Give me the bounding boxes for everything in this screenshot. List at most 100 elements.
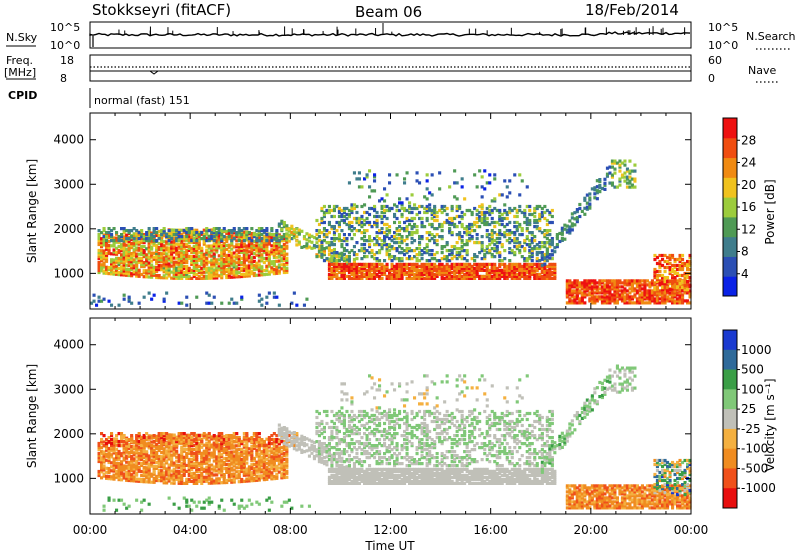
range-gate-cell xyxy=(245,233,249,237)
range-gate-cell xyxy=(495,272,499,276)
range-gate-cell xyxy=(450,262,454,266)
range-gate-cell xyxy=(247,246,251,250)
range-gate-cell xyxy=(413,268,417,272)
range-gate-cell xyxy=(373,220,377,225)
range-gate-cell xyxy=(515,220,519,225)
range-gate-cell xyxy=(673,299,677,303)
range-gate-cell xyxy=(468,227,472,231)
range-gate-cell xyxy=(112,445,116,449)
range-gate-cell xyxy=(448,216,452,221)
range-gate-cell xyxy=(120,472,124,476)
range-gate-cell xyxy=(207,235,211,239)
range-gate-cell xyxy=(455,257,459,261)
range-gate-cell xyxy=(112,258,116,262)
range-gate-cell xyxy=(167,250,171,254)
range-gate-cell xyxy=(212,254,216,258)
range-gate-cell xyxy=(458,262,462,266)
range-gate-cell xyxy=(525,264,529,268)
range-gate-cell xyxy=(155,251,159,255)
range-gate-cell xyxy=(247,250,251,254)
range-gate-cell xyxy=(480,264,484,268)
range-gate-cell xyxy=(152,241,156,245)
range-gate-cell xyxy=(175,256,179,260)
range-gate-cell xyxy=(195,246,199,250)
range-gate-cell xyxy=(458,220,462,225)
range-gate-cell xyxy=(678,295,682,299)
range-gate-cell xyxy=(335,266,339,270)
noise-right-label: N.Search xyxy=(746,30,796,43)
range-gate-cell xyxy=(272,291,276,295)
range-gate-cell xyxy=(202,258,206,262)
range-gate-cell xyxy=(215,262,219,266)
range-gate-cell xyxy=(150,241,154,245)
range-gate-cell xyxy=(162,229,166,233)
range-gate-cell xyxy=(115,250,119,254)
range-gate-cell xyxy=(167,433,171,437)
range-gate-cell xyxy=(220,276,224,280)
range-gate-cell xyxy=(480,241,484,245)
range-gate-cell xyxy=(132,250,136,254)
range-gate-cell xyxy=(530,253,534,257)
range-gate-cell xyxy=(568,285,572,289)
range-gate-cell xyxy=(192,256,196,260)
range-gate-cell xyxy=(207,250,211,254)
range-gate-cell xyxy=(383,231,387,235)
range-gate-cell xyxy=(107,452,111,457)
range-gate-cell xyxy=(102,255,106,259)
range-gate-cell xyxy=(185,469,189,473)
range-gate-cell xyxy=(210,276,214,280)
range-gate-cell xyxy=(100,446,104,450)
range-gate-cell xyxy=(200,475,204,479)
range-gate-cell xyxy=(207,469,211,473)
range-gate-cell xyxy=(202,477,206,481)
range-gate-cell xyxy=(190,268,194,272)
range-gate-cell xyxy=(255,247,259,251)
range-gate-cell xyxy=(157,253,161,258)
range-gate-cell xyxy=(152,235,156,239)
range-gate-cell xyxy=(152,478,156,482)
range-gate-cell xyxy=(398,241,402,245)
range-gate-cell xyxy=(180,260,184,264)
range-gate-cell xyxy=(573,285,577,289)
range-gate-cell xyxy=(197,463,201,467)
range-gate-cell xyxy=(608,289,612,293)
range-gate-cell xyxy=(325,233,329,237)
range-gate-cell xyxy=(352,171,356,175)
range-gate-cell xyxy=(110,455,114,459)
range-gate-cell xyxy=(132,244,136,248)
range-gate-cell xyxy=(600,299,604,303)
range-gate-cell xyxy=(403,253,407,257)
range-gate-cell xyxy=(413,264,417,268)
range-gate-cell xyxy=(182,250,186,254)
range-gate-cell xyxy=(666,295,670,299)
range-gate-cell xyxy=(115,270,119,274)
range-gate-cell xyxy=(277,222,281,226)
range-gate-cell xyxy=(373,214,377,219)
range-gate-cell xyxy=(568,281,572,285)
range-gate-cell xyxy=(312,244,316,248)
range-gate-cell xyxy=(187,449,191,453)
range-gate-cell xyxy=(110,475,114,479)
range-gate-cell xyxy=(325,210,329,215)
range-gate-cell xyxy=(222,264,226,268)
range-gate-cell xyxy=(145,442,149,446)
range-gate-cell xyxy=(327,274,331,278)
range-gate-cell xyxy=(400,262,404,266)
range-gate-cell xyxy=(295,303,299,307)
range-gate-cell xyxy=(418,216,422,221)
range-gate-cell xyxy=(410,266,414,270)
range-gate-cell xyxy=(270,270,274,274)
range-gate-cell xyxy=(135,274,139,278)
range-gate-cell xyxy=(583,289,587,293)
range-gate-cell xyxy=(663,259,667,264)
range-gate-cell xyxy=(137,455,141,459)
range-gate-cell xyxy=(493,177,497,181)
range-gate-cell xyxy=(620,293,624,297)
range-gate-cell xyxy=(135,270,139,274)
range-gate-cell xyxy=(137,274,141,278)
range-gate-cell xyxy=(435,270,439,274)
range-gate-cell xyxy=(383,243,387,247)
range-gate-cell xyxy=(97,238,101,243)
range-gate-cell xyxy=(345,243,349,247)
